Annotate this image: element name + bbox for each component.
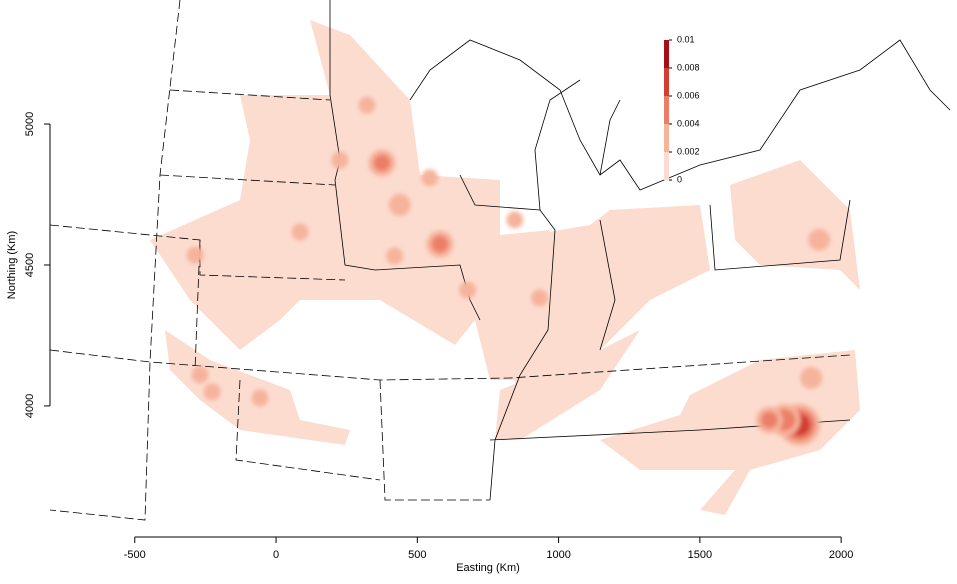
- hotspots: [186, 96, 831, 446]
- colorbar-segment: [664, 96, 669, 124]
- colorbar-tick-label: 0.004: [677, 118, 700, 128]
- density-hotspot: [203, 383, 221, 401]
- x-tick-label: -500: [124, 549, 146, 561]
- density-hotspot: [421, 169, 439, 187]
- density-hotspot: [291, 223, 309, 241]
- density-hotspot: [251, 389, 269, 407]
- colorbar-tick-label: 0.002: [677, 146, 700, 156]
- density-hotspot: [386, 247, 404, 265]
- x-tick-label: 2000: [829, 549, 853, 561]
- colorbar-tick-label: 0.006: [677, 90, 700, 100]
- density-hotspot: [388, 193, 411, 216]
- density-hotspot: [431, 235, 449, 253]
- density-hotspot: [186, 246, 204, 264]
- axes: -500 0 500 1000 1500 2000 4000 4500 5000 0 0.002 0.…: [24, 34, 853, 561]
- density-hotspot: [459, 281, 477, 299]
- density-hotspot: [373, 154, 391, 172]
- x-tick-label: 0: [273, 549, 279, 561]
- density-hotspot: [808, 228, 831, 251]
- density-hotspot: [331, 151, 349, 169]
- y-tick-label: 4000: [24, 394, 36, 418]
- x-axis-label: Easting (Km): [456, 562, 520, 574]
- density-hotspot: [358, 96, 376, 114]
- y-tick-label: 5000: [24, 112, 36, 136]
- colorbar-tick-label: 0: [677, 174, 682, 184]
- colorbar-segment: [664, 152, 669, 180]
- y-tick-label: 4500: [24, 253, 36, 277]
- density-hotspot: [760, 411, 778, 429]
- density-hotspot: [506, 211, 524, 229]
- y-axis-label: Northing (Km): [6, 231, 18, 299]
- colorbar-segment: [664, 40, 669, 68]
- density-background: [150, 20, 860, 515]
- colorbar-segment: [664, 124, 669, 152]
- colorbar-segment: [664, 68, 669, 96]
- x-tick-label: 1000: [546, 549, 570, 561]
- colorbar-tick-label: 0.008: [677, 62, 700, 72]
- colorbar-tick-label: 0.01: [677, 34, 695, 44]
- x-tick-label: 500: [408, 549, 426, 561]
- density-hotspot: [191, 366, 209, 384]
- density-hotspot: [531, 289, 549, 307]
- x-tick-label: 1500: [688, 549, 712, 561]
- density-hotspot: [800, 367, 823, 390]
